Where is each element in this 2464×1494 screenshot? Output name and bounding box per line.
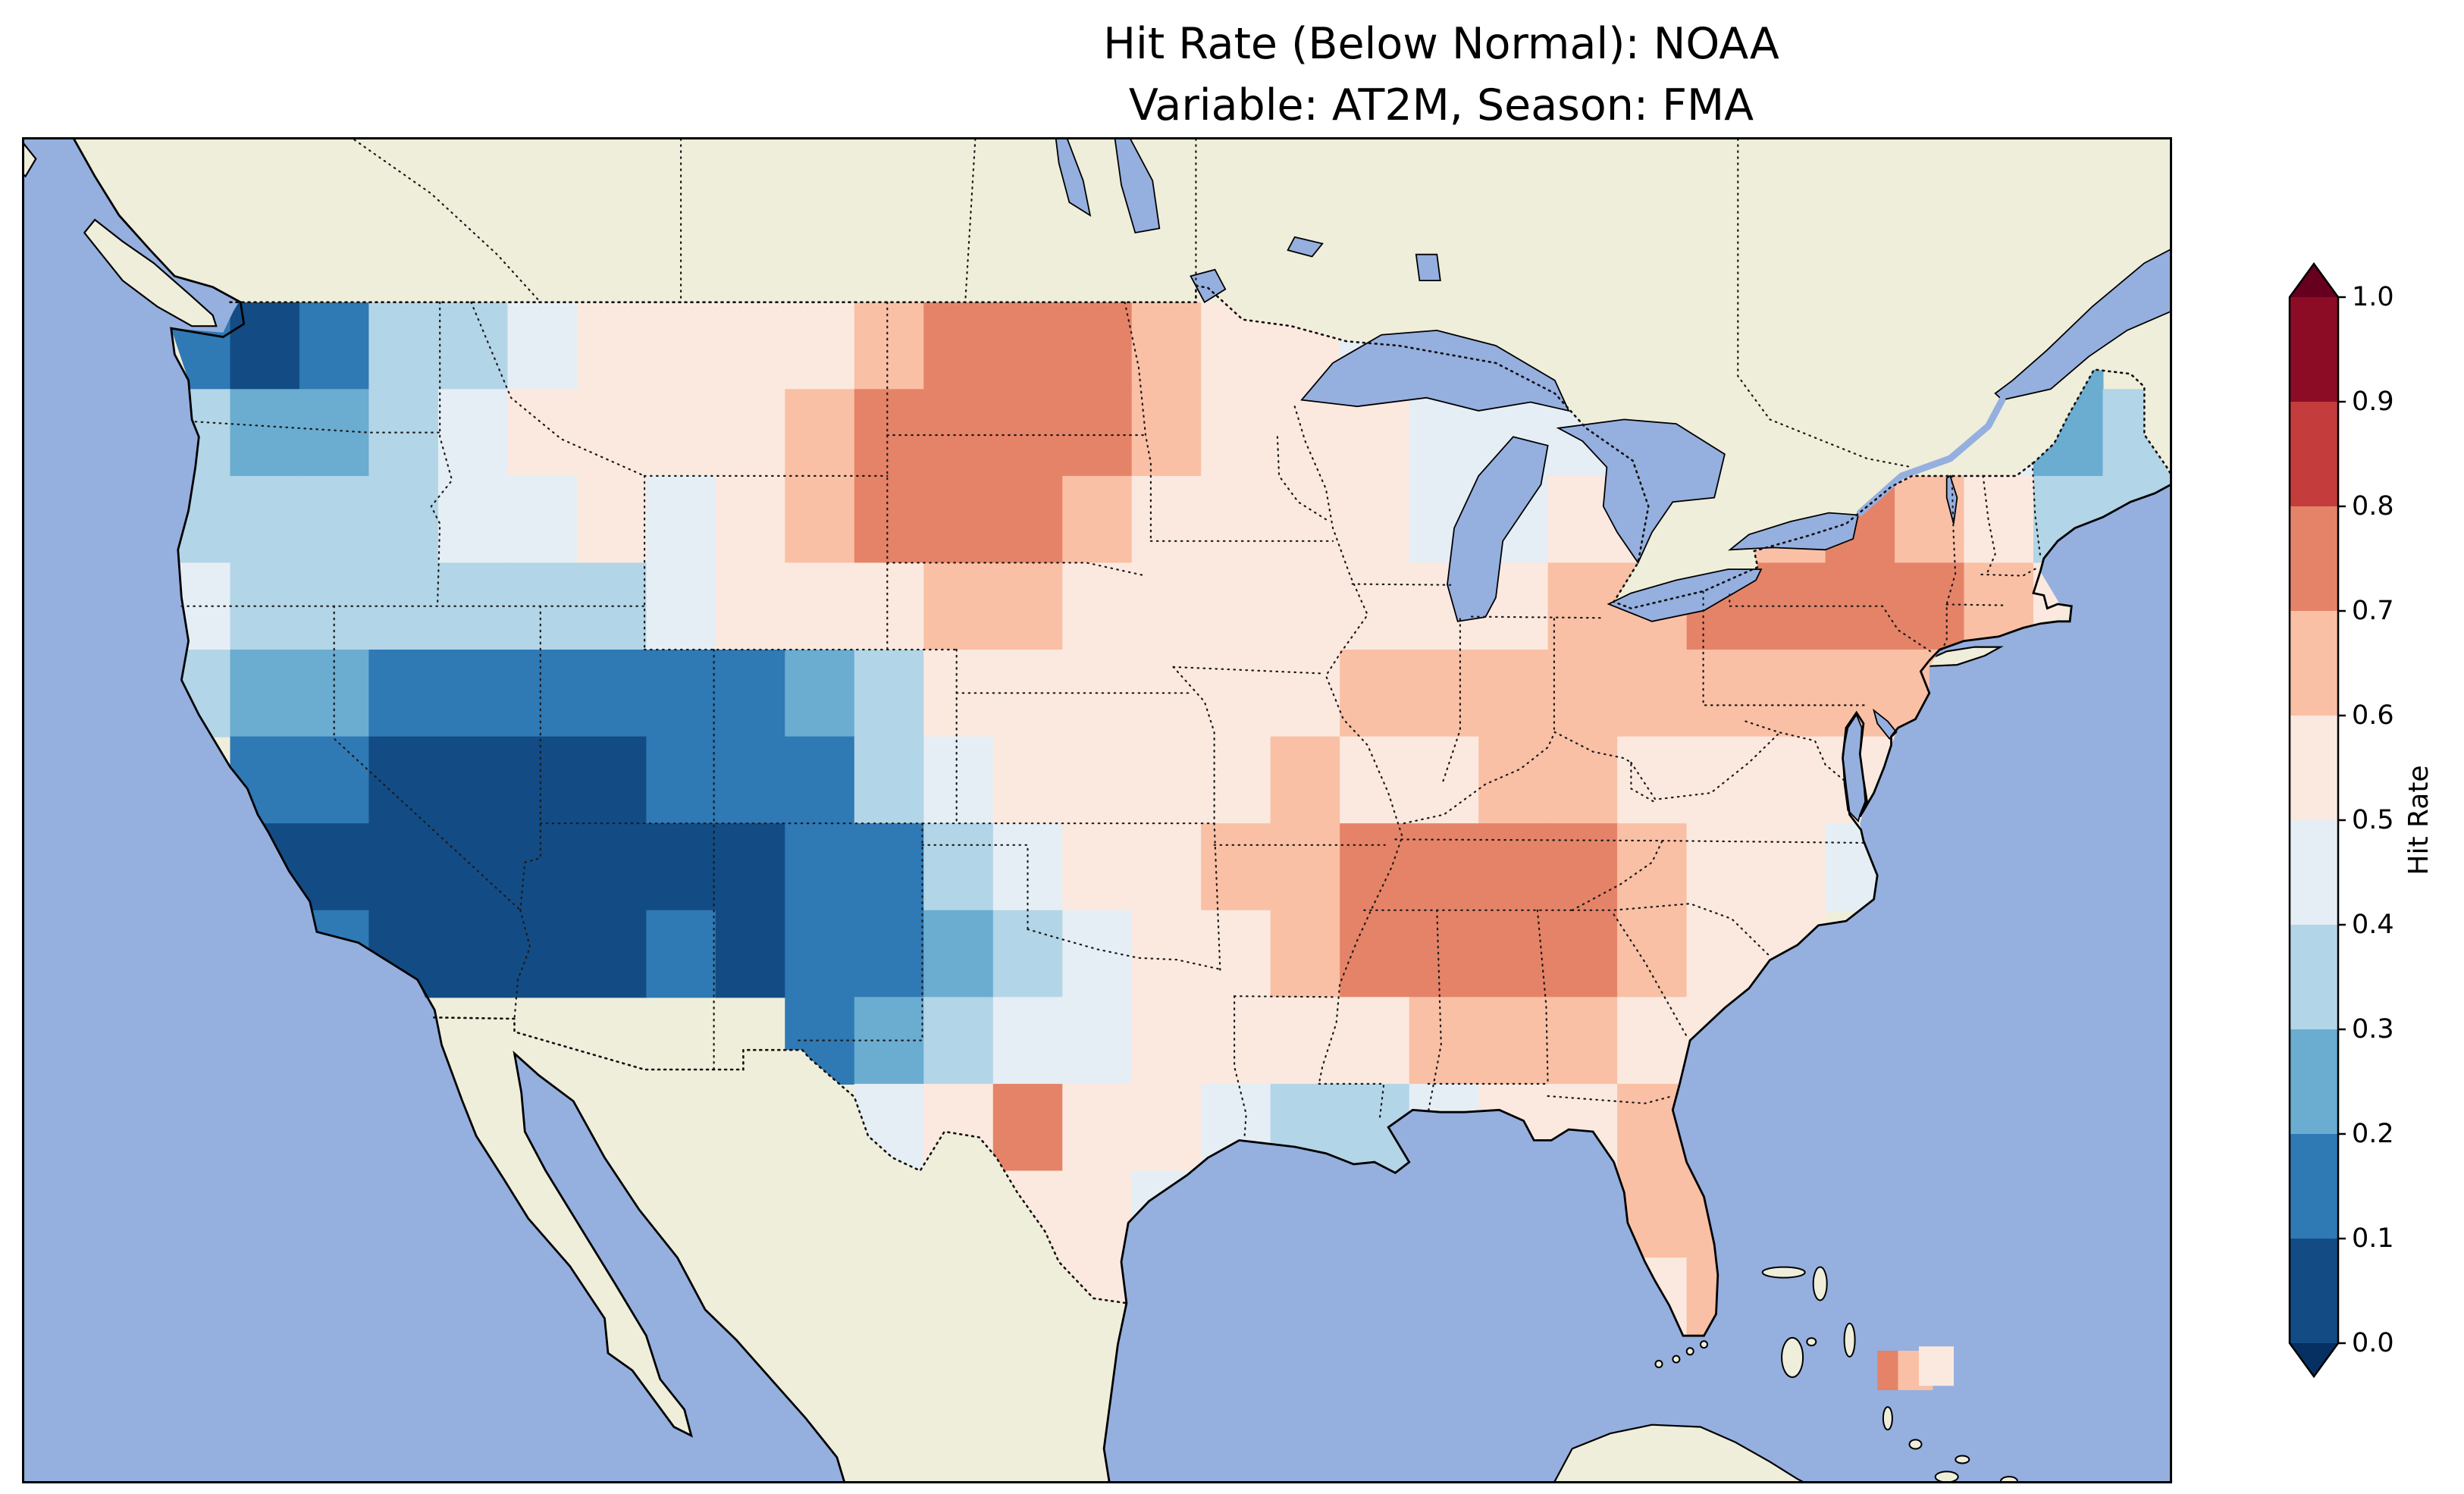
colorbar-segment [2290, 402, 2338, 507]
colorbar-extend-min [2290, 1343, 2338, 1377]
figure-title-line1: Hit Rate (Below Normal): NOAA [1103, 19, 1779, 69]
lakes-layer [1055, 137, 2172, 823]
colorbar-segment [2290, 506, 2338, 612]
st-lawrence-river [1856, 396, 2006, 517]
colorbar-axis-label: Hit Rate [2403, 765, 2434, 875]
colorbar-tick-label: 0.6 [2352, 700, 2394, 731]
colorbar-tick-label: 0.7 [2352, 596, 2394, 626]
coastline [71, 137, 2172, 1483]
colorbar-tick-label: 0.0 [2352, 1328, 2394, 1358]
country-borders [229, 284, 2172, 1305]
colorbar-tick-label: 0.8 [2352, 491, 2394, 521]
colorbar-extend-max [2290, 264, 2338, 297]
figure-title-line2: Variable: AT2M, Season: FMA [1128, 80, 1754, 130]
colorbar-tick-label: 0.4 [2352, 910, 2394, 940]
heatmap-cell [1919, 1346, 1954, 1386]
colorbar-segment [2290, 925, 2338, 1030]
colorbar-segment [2290, 1239, 2338, 1344]
colorbar-segment [2290, 1029, 2338, 1135]
colorbar-segment [2290, 1134, 2338, 1239]
colorbar-tick-label: 0.9 [2352, 387, 2394, 417]
figure-title: Hit Rate (Below Normal): NOAA Variable: … [1103, 14, 1779, 136]
st-lawrence-estuary [1994, 248, 2172, 401]
colorbar-tick-label: 0.2 [2352, 1119, 2394, 1149]
colorbar: 0.0 0.1 0.2 0.3 0.4 0.5 0.6 0.7 0.8 0.9 1.0 Hit Rat… [2288, 262, 2434, 1379]
colorbar-tick-label: 0.1 [2352, 1223, 2394, 1254]
colorbar-segment [2290, 297, 2338, 402]
conus-hit-rate-map [22, 137, 2172, 1483]
colorbar-tick-label: 0.5 [2352, 805, 2394, 835]
colorbar-segment [2290, 611, 2338, 716]
colorbar-tick-label: 1.0 [2352, 282, 2394, 312]
colorbar-segment [2290, 716, 2338, 821]
colorbar-tick-label: 0.3 [2352, 1014, 2394, 1045]
state-borders [180, 137, 2042, 1139]
map-frame [22, 137, 2172, 1483]
colorbar-segment [2290, 820, 2338, 926]
